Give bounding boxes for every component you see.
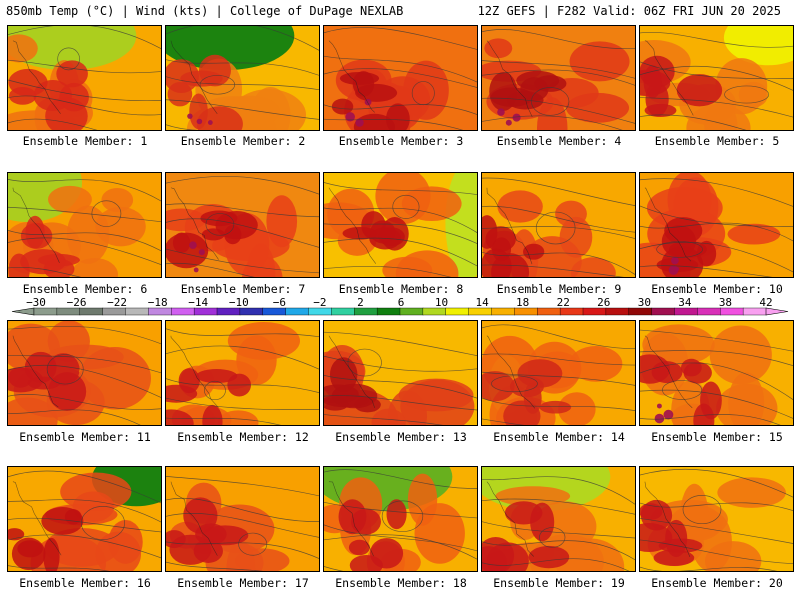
colorbar-tick-label: −26 <box>67 296 87 309</box>
colorbar-swatch <box>171 307 195 316</box>
colorbar-swatch <box>628 307 653 316</box>
colorbar-swatch <box>537 307 561 316</box>
ensemble-member-map-1 <box>7 25 162 131</box>
colorbar-tick-label: 2 <box>357 296 364 309</box>
colorbar-tick-label: −18 <box>148 296 168 309</box>
colorbar-tick-label: −14 <box>188 296 208 309</box>
ensemble-member-label-13: Ensemble Member: 13 <box>335 430 467 444</box>
ensemble-member-map-8 <box>323 172 478 278</box>
colorbar-swatch <box>308 307 332 316</box>
colorbar-tick-label: −10 <box>229 296 249 309</box>
colorbar-tick-label: 34 <box>678 296 692 309</box>
colorbar-tick-label: 42 <box>759 296 772 309</box>
colorbar-swatch <box>102 307 126 316</box>
colorbar-swatch <box>331 307 355 316</box>
ensemble-member-map-16 <box>7 466 162 572</box>
colorbar-swatch <box>514 307 538 316</box>
colorbar-swatch <box>125 307 149 316</box>
ensemble-member-map-6 <box>7 172 162 278</box>
colorbar-swatch <box>468 307 492 316</box>
colorbar-swatch <box>605 307 630 316</box>
temperature-colorbar: −30 −26 −22 −18 −14 −10 −6 −2 2 6 10 14 18 22 26 30 34 38… <box>11 296 789 316</box>
colorbar-swatch <box>193 307 218 316</box>
colorbar-swatch <box>148 307 172 316</box>
colorbar-swatch <box>422 307 447 316</box>
ensemble-member-map-3 <box>323 25 478 131</box>
colorbar-swatch <box>674 307 698 316</box>
colorbar-swatch <box>216 307 241 316</box>
ensemble-member-label-18: Ensemble Member: 18 <box>335 576 467 590</box>
colorbar-tick-label: −22 <box>107 296 127 309</box>
ensemble-member-label-17: Ensemble Member: 17 <box>177 576 309 590</box>
colorbar-tick-label: 6 <box>398 296 405 309</box>
ensemble-member-map-20 <box>639 466 794 572</box>
colorbar-swatch <box>559 307 584 316</box>
colorbar-tick-label: −6 <box>273 296 286 309</box>
ensemble-member-map-19 <box>481 466 636 572</box>
ensemble-member-label-11: Ensemble Member: 11 <box>19 430 151 444</box>
colorbar-swatch <box>354 307 378 316</box>
model-run-valid-time: 12Z GEFS | F282 Valid: 06Z FRI JUN 20 20… <box>477 4 781 18</box>
colorbar-swatch <box>742 307 767 316</box>
colorbar-swatch <box>56 307 81 316</box>
colorbar-swatch <box>376 307 401 316</box>
ensemble-member-map-17 <box>165 466 320 572</box>
ensemble-member-label-10: Ensemble Member: 10 <box>651 282 783 296</box>
ensemble-member-label-16: Ensemble Member: 16 <box>19 576 151 590</box>
ensemble-member-label-8: Ensemble Member: 8 <box>338 282 464 296</box>
ensemble-member-label-20: Ensemble Member: 20 <box>651 576 783 590</box>
ensemble-member-map-11 <box>7 320 162 426</box>
chart-title: 850mb Temp (°C) | Wind (kts) | College o… <box>6 4 404 18</box>
ensemble-member-map-14 <box>481 320 636 426</box>
colorbar-tick-label: −30 <box>26 296 46 309</box>
ensemble-member-map-10 <box>639 172 794 278</box>
colorbar-swatch <box>445 307 470 316</box>
colorbar-swatch <box>651 307 675 316</box>
colorbar-tick-label: 10 <box>435 296 448 309</box>
colorbar-tick-label: 18 <box>516 296 529 309</box>
ensemble-member-map-4 <box>481 25 636 131</box>
ensemble-member-label-15: Ensemble Member: 15 <box>651 430 783 444</box>
ensemble-member-map-12 <box>165 320 320 426</box>
ensemble-member-map-18 <box>323 466 478 572</box>
colorbar-swatch <box>720 307 744 316</box>
ensemble-member-label-1: Ensemble Member: 1 <box>22 134 148 148</box>
colorbar-swatch <box>399 307 424 316</box>
ensemble-member-map-13 <box>323 320 478 426</box>
colorbar-swatch <box>79 307 104 316</box>
colorbar-tick-label: 38 <box>719 296 732 309</box>
colorbar-swatch <box>582 307 607 316</box>
ensemble-member-label-3: Ensemble Member: 3 <box>338 134 464 148</box>
ensemble-member-label-5: Ensemble Member: 5 <box>654 134 780 148</box>
ensemble-member-map-15 <box>639 320 794 426</box>
ensemble-member-map-5 <box>639 25 794 131</box>
colorbar-tick-label: 26 <box>597 296 610 309</box>
ensemble-member-map-9 <box>481 172 636 278</box>
colorbar-swatch <box>33 307 58 316</box>
ensemble-member-map-2 <box>165 25 320 131</box>
ensemble-member-label-4: Ensemble Member: 4 <box>496 134 622 148</box>
colorbar-right-arrow <box>765 307 789 316</box>
ensemble-member-map-7 <box>165 172 320 278</box>
colorbar-swatch <box>262 307 287 316</box>
colorbar-swatch <box>239 307 264 316</box>
ensemble-member-label-6: Ensemble Member: 6 <box>22 282 148 296</box>
colorbar-swatch <box>697 307 721 316</box>
colorbar-tick-label: 14 <box>475 296 489 309</box>
colorbar-swatch <box>285 307 309 316</box>
ensemble-member-label-14: Ensemble Member: 14 <box>493 430 625 444</box>
ensemble-member-label-9: Ensemble Member: 9 <box>496 282 622 296</box>
colorbar-tick-label: 22 <box>557 296 570 309</box>
colorbar-tick-label: 30 <box>638 296 651 309</box>
ensemble-member-label-7: Ensemble Member: 7 <box>180 282 306 296</box>
colorbar-tick-label: −2 <box>313 296 326 309</box>
colorbar-swatch <box>491 307 515 316</box>
ensemble-member-label-19: Ensemble Member: 19 <box>493 576 625 590</box>
ensemble-member-label-12: Ensemble Member: 12 <box>177 430 309 444</box>
ensemble-member-label-2: Ensemble Member: 2 <box>180 134 306 148</box>
colorbar-left-arrow <box>11 307 35 316</box>
